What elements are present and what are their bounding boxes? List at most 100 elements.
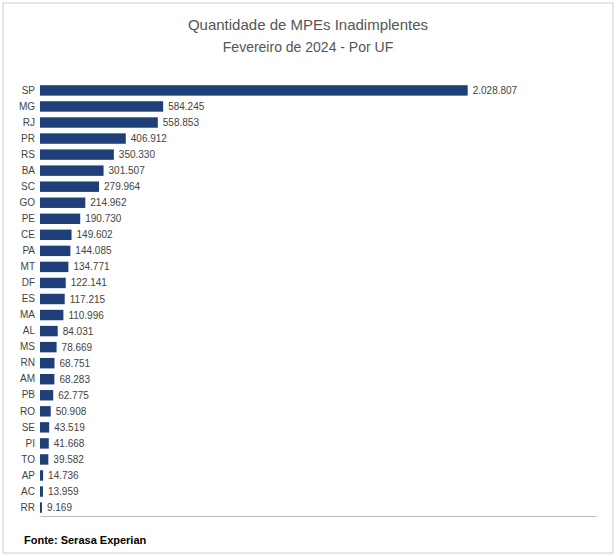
- bar: [40, 149, 114, 159]
- bar: [40, 133, 126, 143]
- y-tick: SE: [22, 422, 40, 433]
- y-tick: MA: [20, 309, 40, 320]
- bar: [40, 117, 158, 127]
- data-labels: 2.028.807 584.245 558.853 406.912 350.330 301…: [47, 85, 518, 513]
- y-tick: AC: [21, 486, 40, 497]
- y-tick: SP: [22, 85, 40, 96]
- y-tick: PA: [22, 245, 40, 256]
- data-label: 13.959: [48, 486, 79, 497]
- y-tick: DF: [22, 277, 40, 288]
- data-label: 190.730: [85, 213, 122, 224]
- y-tick: RO: [20, 406, 40, 417]
- x-axis: [41, 516, 597, 517]
- bar: [40, 214, 80, 224]
- bar: [40, 165, 104, 175]
- y-tick-label: ES: [22, 293, 36, 304]
- data-label: 406.912: [131, 133, 168, 144]
- bar: [40, 454, 48, 464]
- data-label: 558.853: [163, 117, 200, 128]
- data-label: 350.330: [119, 149, 156, 160]
- y-tick: BA: [22, 165, 40, 176]
- y-tick: MG: [19, 101, 40, 112]
- y-tick: ES: [22, 293, 40, 304]
- y-tick: AL: [23, 325, 40, 336]
- data-label: 134.771: [73, 261, 110, 272]
- data-label: 41.668: [54, 438, 85, 449]
- bar: [40, 101, 163, 111]
- data-label: 279.964: [104, 181, 141, 192]
- y-axis: SPMGRJPRRSBASCGOPECEPAMTDFESMAALMSRNAMPB…: [19, 85, 40, 513]
- bar: [40, 358, 54, 368]
- data-label: 144.085: [75, 245, 112, 256]
- y-tick-label: PR: [21, 133, 35, 144]
- data-label: 84.031: [63, 326, 94, 337]
- bars: [40, 85, 468, 513]
- bar: [40, 262, 68, 272]
- y-tick: RS: [21, 149, 40, 160]
- bar: [40, 326, 58, 336]
- y-tick: PI: [26, 438, 40, 449]
- data-label: 43.519: [54, 422, 85, 433]
- data-label: 50.908: [56, 406, 87, 417]
- data-label: 214.962: [90, 197, 127, 208]
- y-tick: MS: [20, 341, 40, 352]
- y-tick: RN: [21, 357, 40, 368]
- data-label: 68.751: [59, 358, 90, 369]
- bar: [40, 422, 49, 432]
- bar: [40, 230, 72, 240]
- data-label: 68.283: [59, 374, 90, 385]
- bar: [40, 502, 42, 512]
- y-tick-label: AP: [22, 470, 36, 481]
- y-tick: PR: [21, 133, 40, 144]
- data-label: 117.215: [70, 294, 106, 305]
- y-tick-label: PB: [22, 389, 36, 400]
- bar: [40, 470, 43, 480]
- data-label: 110.996: [68, 310, 104, 321]
- y-tick-label: PI: [26, 438, 35, 449]
- bar: [40, 198, 85, 208]
- bar: [40, 438, 49, 448]
- y-tick-label: PA: [22, 245, 35, 256]
- bar: [40, 486, 43, 496]
- y-tick-label: AM: [20, 373, 35, 384]
- data-label: 39.582: [53, 454, 84, 465]
- bar: [40, 310, 63, 320]
- y-tick-label: DF: [22, 277, 35, 288]
- source-note: Fonte: Serasa Experian: [24, 534, 147, 546]
- y-tick-label: GO: [19, 197, 35, 208]
- y-tick-label: MS: [20, 341, 35, 352]
- y-tick: RR: [21, 502, 40, 513]
- y-tick-label: AL: [23, 325, 36, 336]
- data-label: 301.507: [109, 165, 146, 176]
- data-label: 2.028.807: [473, 85, 518, 96]
- y-tick-label: SC: [21, 181, 35, 192]
- y-tick-label: RJ: [23, 117, 35, 128]
- data-label: 78.669: [62, 342, 93, 353]
- bar: [40, 181, 99, 191]
- subtitle: Fevereiro de 2024 - Por UF: [223, 39, 393, 55]
- bar: [40, 342, 57, 352]
- y-tick: AP: [22, 470, 40, 481]
- y-tick-label: MT: [21, 261, 35, 272]
- y-tick-label: TO: [21, 454, 35, 465]
- bar: [40, 390, 53, 400]
- data-label: 149.602: [77, 229, 114, 240]
- y-tick-label: MA: [20, 309, 35, 320]
- data-label: 9.169: [47, 502, 72, 513]
- data-label: 14.736: [48, 470, 79, 481]
- data-label: 584.245: [168, 101, 205, 112]
- y-tick-label: RO: [20, 406, 35, 417]
- chart: Quantidade de MPEs InadimplentesFevereir…: [0, 0, 616, 556]
- y-tick-label: RS: [21, 149, 35, 160]
- y-tick: SC: [21, 181, 40, 192]
- y-tick: PB: [22, 389, 40, 400]
- y-tick: AM: [20, 373, 40, 384]
- bar: [40, 246, 70, 256]
- data-label: 122.141: [71, 277, 108, 288]
- y-tick-label: AC: [21, 486, 35, 497]
- y-tick-label: MG: [19, 101, 35, 112]
- border: [3, 3, 613, 553]
- y-tick-label: BA: [22, 165, 36, 176]
- bar: [40, 374, 54, 384]
- y-tick: MT: [21, 261, 40, 272]
